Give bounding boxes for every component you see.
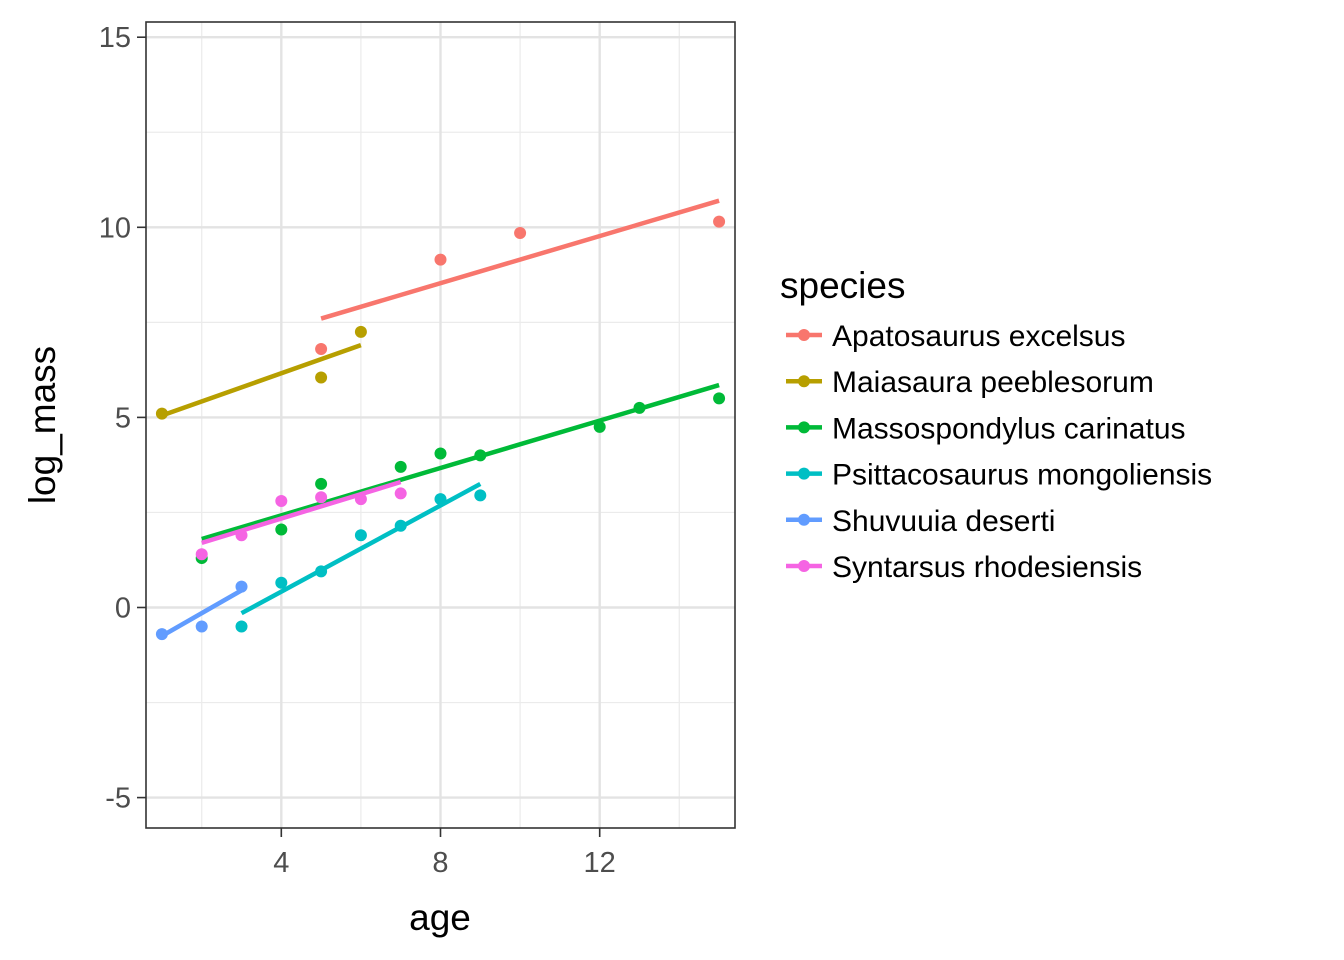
data-point (235, 580, 248, 593)
legend-key-point (798, 467, 810, 480)
y-tick-label: 5 (115, 402, 131, 434)
x-axis: 4 8 12 (273, 828, 616, 879)
data-point (434, 253, 447, 266)
data-point (354, 325, 367, 338)
data-point (275, 495, 288, 508)
x-axis-title: age (409, 897, 471, 938)
legend-label: Syntarsus rhodesiensis (832, 551, 1142, 584)
legend-label: Massospondylus carinatus (832, 412, 1186, 445)
legend-item: Psittacosaurus mongoliensis (786, 459, 1212, 492)
x-tick-label: 8 (432, 847, 448, 879)
data-point (315, 491, 328, 504)
data-point (354, 493, 367, 506)
data-point (633, 401, 646, 414)
legend-item: Maiasaura peeblesorum (786, 366, 1154, 399)
legend-item: Syntarsus rhodesiensis (786, 551, 1142, 584)
y-axis: -5 0 5 10 15 (99, 22, 146, 815)
y-tick-label: 15 (99, 22, 131, 54)
data-point (155, 407, 168, 420)
legend-key-point (798, 421, 810, 434)
fit-line (161, 343, 362, 418)
x-tick-label: 12 (584, 847, 616, 879)
data-points (155, 215, 726, 641)
legend-label: Apatosaurus excelsus (832, 320, 1126, 353)
data-point (315, 342, 328, 355)
plot-panel (145, 21, 736, 829)
data-point (394, 487, 407, 500)
data-point (275, 576, 288, 589)
legend-label: Shuvuuia deserti (832, 505, 1055, 538)
data-point (354, 529, 367, 542)
y-tick-label: -5 (105, 783, 131, 815)
data-point (474, 489, 487, 502)
data-point (315, 477, 328, 490)
data-point (235, 529, 248, 542)
y-tick-label: 10 (99, 212, 131, 244)
y-tick-label: 0 (115, 592, 131, 624)
data-point (275, 523, 288, 536)
data-point (394, 519, 407, 532)
legend-key-point (798, 375, 810, 388)
legend-key-point (798, 513, 810, 526)
legend-key-point (798, 329, 810, 341)
data-point (434, 447, 447, 460)
legend-label: Maiasaura peeblesorum (832, 366, 1154, 399)
fit-lines (160, 198, 720, 638)
legend-label: Psittacosaurus mongoliensis (832, 459, 1212, 492)
x-tick-label: 4 (273, 847, 289, 879)
legend-title: species (780, 265, 905, 306)
fit-line (201, 382, 720, 542)
legend-key-point (798, 560, 810, 572)
data-point (593, 420, 606, 433)
legend-item: Shuvuuia deserti (786, 505, 1055, 538)
legend-items: Apatosaurus excelsus Maiasaura peeblesoru… (786, 320, 1212, 584)
data-point (434, 493, 447, 506)
fit-line (160, 588, 243, 638)
data-point (474, 449, 487, 462)
data-point (514, 227, 527, 240)
legend-item: Massospondylus carinatus (786, 412, 1186, 445)
data-point (155, 628, 168, 641)
data-point (195, 548, 208, 561)
y-axis-title: log_mass (22, 346, 63, 504)
legend: species Apatosaurus excelsus Maiasaura pe… (780, 265, 1212, 584)
data-point (235, 620, 248, 633)
data-point (394, 460, 407, 473)
data-point (315, 371, 328, 384)
fit-line (201, 479, 402, 546)
data-point (195, 620, 208, 633)
data-point (713, 215, 726, 228)
legend-item: Apatosaurus excelsus (786, 320, 1126, 353)
fit-line (240, 481, 482, 616)
fit-line (320, 198, 720, 321)
data-point (315, 565, 328, 578)
data-point (713, 392, 726, 405)
